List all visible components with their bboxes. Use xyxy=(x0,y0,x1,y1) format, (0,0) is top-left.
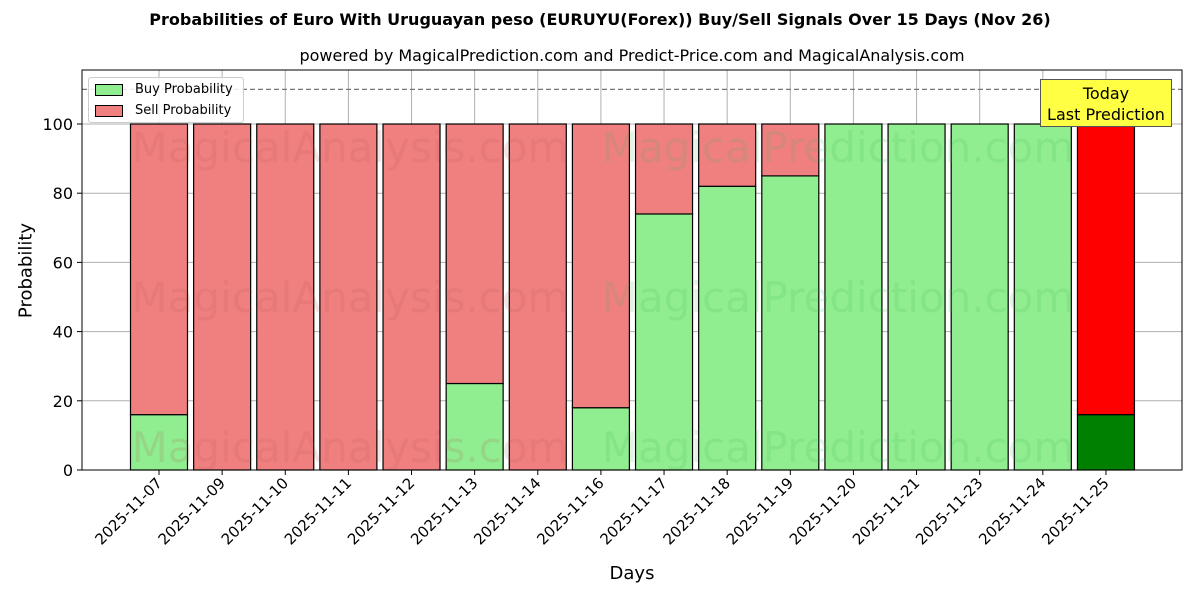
y-tick-label: 40 xyxy=(53,323,73,342)
watermark: MagicalPrediction.com xyxy=(602,273,1075,322)
annotation-line2: Last Prediction xyxy=(1047,105,1165,124)
watermark: MagicalPrediction.com xyxy=(602,123,1075,172)
bar-buy xyxy=(698,185,757,471)
x-tick-label: 2025-11-13 xyxy=(407,474,481,548)
watermark: MagicalPrediction.com xyxy=(602,423,1075,472)
annotation-line1: Today xyxy=(1082,84,1130,103)
x-tick-label: 2025-11-19 xyxy=(723,474,797,548)
legend-sell-label: Sell Probability xyxy=(135,103,232,118)
bar-sell xyxy=(698,123,757,187)
watermark: MagicalAnalysis.com xyxy=(132,273,569,322)
x-tick-label: 2025-11-16 xyxy=(533,474,607,548)
bar-buy xyxy=(824,123,883,471)
bar-sell xyxy=(508,123,567,471)
x-tick-label: 2025-11-14 xyxy=(470,474,544,548)
bar-sell xyxy=(761,123,820,177)
x-axis-label: Days xyxy=(609,563,655,584)
y-tick-label: 0 xyxy=(63,461,73,480)
x-tick-label: 2025-11-23 xyxy=(912,474,986,548)
watermark: MagicalAnalysis.com xyxy=(132,123,569,172)
bar-buy xyxy=(571,407,631,471)
bar-buy xyxy=(445,382,504,471)
today-annotation: Today Last Prediction xyxy=(1040,79,1172,127)
legend-buy-label: Buy Probability xyxy=(135,82,233,97)
bar-buy xyxy=(634,213,694,471)
x-tick-label: 2025-11-12 xyxy=(344,474,418,548)
x-tick-label: 2025-11-07 xyxy=(91,474,165,548)
bar-buy xyxy=(887,123,946,471)
x-tick-label: 2025-11-20 xyxy=(786,474,860,548)
bar-sell xyxy=(382,123,441,471)
watermark: MagicalAnalysis.com xyxy=(132,423,569,472)
x-tick-label: 2025-11-17 xyxy=(596,474,670,548)
bar-sell xyxy=(129,123,189,416)
bar-sell xyxy=(193,123,252,471)
y-tick-label: 60 xyxy=(53,253,73,272)
bar-buy xyxy=(1076,414,1136,471)
sell-swatch xyxy=(95,104,123,117)
y-tick-label: 80 xyxy=(53,184,73,203)
x-tick-label: 2025-11-10 xyxy=(218,474,292,548)
bar-sell xyxy=(319,123,378,471)
legend-item-buy: Buy Probability xyxy=(95,82,233,97)
bar-sell xyxy=(256,123,315,471)
y-axis-label: Probability xyxy=(15,222,37,319)
bar-sell xyxy=(571,123,631,409)
x-tick-label: 2025-11-21 xyxy=(849,474,923,548)
buy-swatch xyxy=(95,83,123,96)
legend-item-sell: Sell Probability xyxy=(95,103,231,118)
bar-sell xyxy=(1076,123,1136,416)
bar-sell xyxy=(634,123,694,215)
bar-buy xyxy=(129,414,189,471)
x-tick-label: 2025-11-11 xyxy=(281,474,355,548)
y-tick-label: 20 xyxy=(53,392,73,411)
bar-buy xyxy=(950,123,1009,471)
x-tick-label: 2025-11-24 xyxy=(975,474,1049,548)
y-tick-label: 100 xyxy=(42,115,73,134)
chart-title: Probabilities of Euro With Uruguayan pes… xyxy=(149,10,1051,29)
chart-subtitle: powered by MagicalPrediction.com and Pre… xyxy=(299,46,965,65)
x-tick-label: 2025-11-18 xyxy=(660,474,734,548)
bar-buy xyxy=(1013,123,1072,471)
bar-sell xyxy=(445,123,504,385)
legend: Buy Probability Sell Probability xyxy=(88,77,244,123)
x-tick-label: 2025-11-25 xyxy=(1038,474,1112,548)
x-tick-label: 2025-11-09 xyxy=(155,474,229,548)
plot-frame xyxy=(81,69,1183,471)
